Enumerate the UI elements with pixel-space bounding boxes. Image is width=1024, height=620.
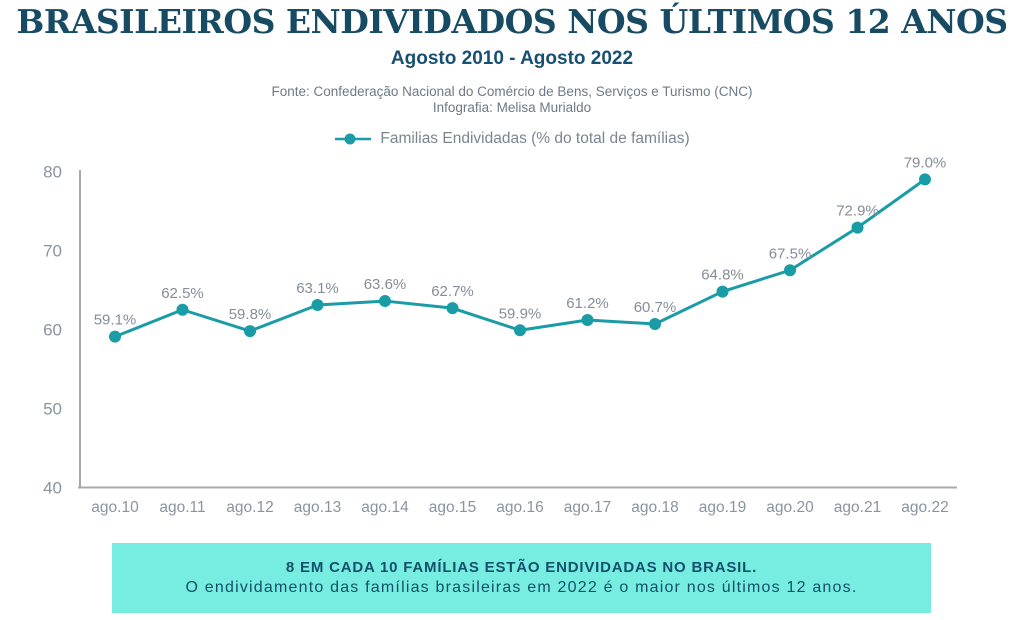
data-point-label: 72.9% xyxy=(836,203,879,220)
y-tick-label: 70 xyxy=(43,242,62,261)
data-point-marker xyxy=(581,314,594,327)
data-point-label: 79.0% xyxy=(904,154,947,171)
banner-headline: 8 EM CADA 10 FAMÍLIAS ESTÃO ENDIVIDADAS … xyxy=(285,559,758,576)
data-point-marker xyxy=(311,299,324,312)
data-point-label: 59.1% xyxy=(94,312,137,329)
data-point-label: 62.7% xyxy=(431,283,474,300)
data-point-label: 63.6% xyxy=(364,276,407,293)
data-point-marker xyxy=(784,264,796,277)
highlight-banner: 8 EM CADA 10 FAMÍLIAS ESTÃO ENDIVIDADAS … xyxy=(112,543,931,613)
x-tick-label: ago.17 xyxy=(564,499,611,516)
x-tick-label: ago.13 xyxy=(294,499,341,516)
y-tick-label: 80 xyxy=(43,163,62,182)
data-point-marker xyxy=(446,302,459,315)
chart-legend: Familias Endividadas (% do total de famí… xyxy=(0,130,1024,148)
data-point-marker xyxy=(716,285,729,298)
x-tick-label: ago.15 xyxy=(429,499,476,516)
legend-line-dot-icon xyxy=(334,133,372,145)
source-credits: Fonte: Confederação Nacional do Comércio… xyxy=(0,84,1024,116)
page-title: BRASILEIROS ENDIVIDADOS NOS ÚLTIMOS 12 A… xyxy=(16,2,1008,41)
x-tick-label: ago.14 xyxy=(361,499,409,516)
data-point-label: 64.8% xyxy=(701,267,744,284)
data-point-label: 59.8% xyxy=(229,306,272,323)
data-point-label: 61.2% xyxy=(566,295,609,312)
data-point-marker xyxy=(851,221,864,234)
x-tick-label: ago.19 xyxy=(699,499,746,516)
x-tick-label: ago.12 xyxy=(226,499,273,516)
x-tick-label: ago.20 xyxy=(766,499,814,516)
data-point-label: 67.5% xyxy=(769,245,812,262)
data-point-label: 62.5% xyxy=(161,285,204,302)
data-point-label: 60.7% xyxy=(634,299,677,316)
x-tick-label: ago.21 xyxy=(834,499,881,516)
data-point-marker xyxy=(109,330,121,343)
date-range-subtitle: Agosto 2010 - Agosto 2022 xyxy=(390,48,634,69)
y-tick-label: 60 xyxy=(43,321,62,340)
data-point-marker xyxy=(244,325,256,338)
legend-label: Familias Endividadas (% do total de famí… xyxy=(380,130,690,147)
x-tick-label: ago.10 xyxy=(91,499,139,516)
data-point-marker xyxy=(176,303,189,316)
infographic-credit-line: Infografia: Melisa Murialdo xyxy=(432,100,592,116)
x-tick-label: ago.22 xyxy=(901,499,948,516)
x-tick-label: ago.16 xyxy=(496,499,543,516)
data-point-label: 59.9% xyxy=(499,305,542,322)
x-tick-label: ago.11 xyxy=(159,499,205,516)
data-point-marker xyxy=(514,324,526,337)
data-point-marker xyxy=(649,317,661,330)
x-tick-label: ago.18 xyxy=(631,499,678,516)
y-tick-label: 50 xyxy=(43,400,62,419)
source-line: Fonte: Confederação Nacional do Comércio… xyxy=(271,84,753,99)
banner-subtext: O endividamento das famílias brasileiras… xyxy=(185,579,858,596)
data-point-label: 63.1% xyxy=(296,280,339,297)
data-point-marker xyxy=(919,173,931,186)
y-tick-label: 40 xyxy=(43,479,62,498)
data-point-marker xyxy=(379,295,391,308)
